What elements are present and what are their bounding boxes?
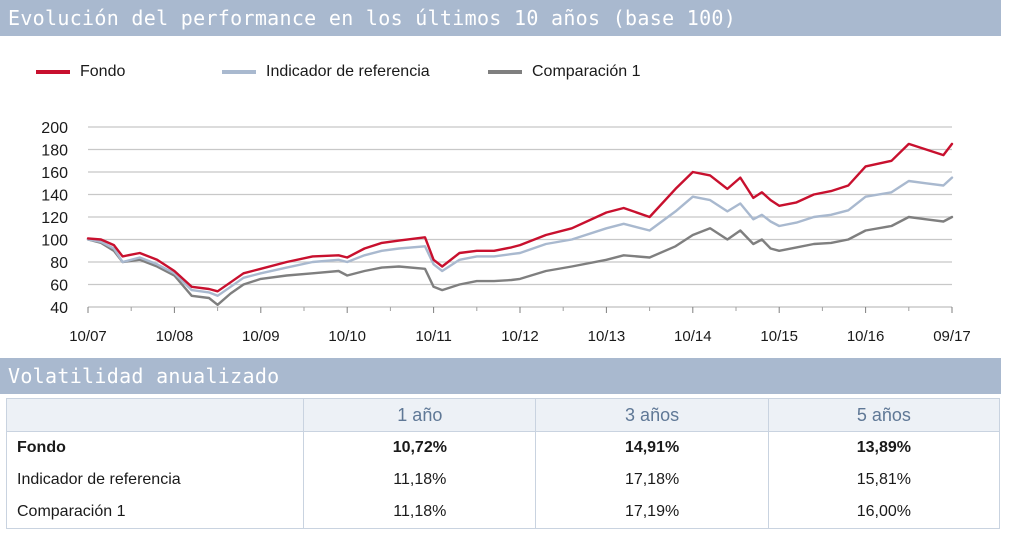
cell-5y: 16,00%	[767, 496, 1001, 529]
performance-section-title: Evolución del performance en los últimos…	[0, 0, 1001, 36]
table-header-5y: 5 años	[767, 398, 1001, 432]
x-tick-label: 10/11	[415, 328, 451, 345]
cell-5y: 13,89%	[767, 431, 1001, 464]
y-tick-label: 80	[50, 255, 68, 272]
y-tick-label: 160	[41, 165, 68, 182]
legend-swatch-comparacion	[488, 70, 522, 74]
x-tick-label: 10/10	[328, 328, 366, 345]
series-line-comparacion	[86, 215, 954, 307]
cell-3y: 17,19%	[535, 496, 769, 529]
legend-swatch-fondo	[36, 70, 70, 74]
y-tick-label: 40	[50, 300, 68, 317]
cell-3y: 17,18%	[535, 464, 769, 496]
y-tick-label: 100	[41, 233, 68, 250]
cell-1y: 10,72%	[303, 431, 537, 464]
row-label: Fondo	[5, 431, 305, 464]
series-line-fondo	[86, 142, 954, 293]
x-tick-label: 10/12	[501, 328, 539, 345]
volatility-table: 1 año 3 años 5 años Fondo 10,72% 14,91% …	[5, 398, 1001, 529]
series-line-indicador	[86, 176, 954, 298]
x-tick-label: 10/09	[242, 328, 280, 345]
cell-3y: 14,91%	[535, 431, 769, 464]
cell-1y: 11,18%	[303, 464, 537, 496]
x-tick-label: 10/08	[156, 328, 194, 345]
legend-label-comparacion: Comparación 1	[532, 63, 641, 80]
x-tick-label: 10/15	[760, 328, 798, 345]
y-tick-label: 200	[41, 120, 68, 137]
legend-swatch-indicador	[222, 70, 256, 74]
table-header-3y: 3 años	[535, 398, 769, 432]
x-tick-label: 10/13	[588, 328, 626, 345]
table-header-1y: 1 año	[303, 398, 537, 432]
y-tick-label: 60	[50, 278, 68, 295]
volatility-section-title: Volatilidad anualizado	[0, 358, 1001, 394]
x-tick-label: 10/07	[69, 328, 107, 345]
legend-label-indicador: Indicador de referencia	[266, 63, 430, 80]
legend-label-fondo: Fondo	[80, 63, 126, 80]
y-tick-label: 120	[41, 210, 68, 227]
y-tick-label: 140	[41, 188, 68, 205]
y-tick-label: 180	[41, 143, 68, 160]
row-label: Indicador de referencia	[5, 464, 305, 496]
cell-5y: 15,81%	[767, 464, 1001, 496]
table-header-row: 1 año 3 años 5 años	[5, 398, 1001, 432]
x-tick-label: 10/16	[847, 328, 885, 345]
x-tick-label: 09/17	[933, 328, 971, 345]
performance-line-chart: 40 60 80 100 120 140 160 180 200 10/07 10/08 10/09 1…	[41, 120, 971, 345]
x-tick-label: 10/14	[674, 328, 712, 345]
table-row-indicador: Indicador de referencia 11,18% 17,18% 15…	[5, 464, 1001, 496]
row-label: Comparación 1	[5, 496, 305, 529]
table-header-empty	[5, 398, 305, 432]
table-row-fondo: Fondo 10,72% 14,91% 13,89%	[5, 431, 1001, 464]
cell-1y: 11,18%	[303, 496, 537, 529]
table-row-comparacion: Comparación 1 11,18% 17,19% 16,00%	[5, 496, 1001, 529]
